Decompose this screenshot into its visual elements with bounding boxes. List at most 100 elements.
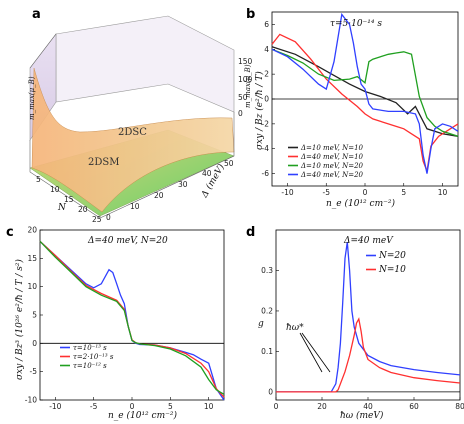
panel-a-y-tick: 20 (154, 191, 164, 200)
panel-d-y-tick-label: 0.3 (261, 266, 273, 275)
panel-b-x-tick-label: -10 (281, 188, 293, 197)
panel-a-z-ticks: 150 100 50 0 (238, 57, 253, 118)
panel-c-y-tick-label: 20 (27, 226, 37, 235)
panel-a-back-wall (55, 15, 235, 113)
panel-c-x-tick-label: 5 (168, 402, 173, 411)
panel-c-letter: c (6, 225, 14, 240)
panel-a-x-tick: 20 (78, 205, 88, 214)
panel-b-plot: -10 -5 0 5 10 -6 -4 -2 0 2 4 6 (262, 11, 459, 197)
panel-b-x-tick-label: -5 (323, 188, 331, 197)
panel-c-x-tick-label: -5 (90, 402, 98, 411)
panel-c-y-tick-label: 10 (27, 282, 37, 291)
panel-d-x-tick-label: 0 (274, 402, 279, 411)
panel-c-annotation: Δ=40 meV, N=20 (87, 236, 168, 246)
panel-a-xlabel: N (57, 203, 67, 213)
panel-b-legend-label: Δ=40 meV, N=10 (300, 153, 364, 161)
panel-d-ylabel: g (258, 319, 264, 329)
panel-c-y-tick-label: -10 (25, 396, 37, 405)
panel-b-legend-label: Δ=10 meV, N=20 (300, 162, 364, 170)
panel-b-y-tick-label: -4 (262, 144, 270, 153)
panel-c-x-tick-label: 0 (130, 402, 135, 411)
panel-a-x-tick: 25 (92, 215, 102, 224)
panel-d: d 0 20 40 60 80 0 0.1 0.2 0.3 Δ=40 meV g ħω (meV… (246, 225, 464, 421)
panel-a-box-edges (29, 112, 235, 219)
panel-c-y-tick-label: 0 (32, 339, 37, 348)
panel-c-legend: τ=10⁻¹³ sτ=2·10⁻¹³ sτ=10⁻¹² s (60, 344, 114, 370)
panel-d-arrow-1 (299, 332, 323, 373)
panel-d-series-0 (276, 242, 461, 393)
panel-a-x-ticks: 5 10 15 20 25 (36, 175, 102, 224)
panel-a-x-tick: 15 (64, 195, 74, 204)
panel-d-arrow-2 (301, 332, 331, 373)
panel-a-y-ticks: 0 10 20 30 40 50 (106, 159, 234, 222)
panel-c-y-tick-label: -5 (30, 367, 38, 376)
panel-c-ylabel: σxy / Bz³ (10²⁶ e²/ħ / T / s²) (14, 259, 25, 380)
panel-d-legend: N=20 N=10 (366, 251, 406, 275)
panel-b-series-2 (271, 48, 459, 137)
panel-b: b -10 -5 0 5 10 -6 -4 -2 0 2 4 6 τ=5·10⁻¹⁴ s σxy / … (246, 7, 459, 209)
panel-c-x-tick-label: -10 (49, 402, 61, 411)
panel-d-y-tick-label: 0.2 (261, 306, 273, 315)
panel-d-arrow-label: ħω* (286, 323, 304, 333)
panel-a-x-tick: 10 (50, 185, 60, 194)
panel-c-series-1 (39, 240, 225, 398)
panel-a-y-tick: 40 (202, 169, 212, 178)
panel-b-x-tick-label: 10 (438, 188, 448, 197)
panel-a-y-tick: 0 (106, 213, 111, 222)
panel-b-series-3 (271, 12, 459, 174)
panel-a-region-2dsm: 2DSM (88, 157, 119, 168)
panel-b-y-tick-label: -2 (262, 119, 270, 128)
panel-b-y-tick-label: -6 (262, 169, 270, 178)
panel-c-frame (39, 229, 225, 401)
panel-b-series-0 (271, 46, 459, 137)
panel-b-x-tick-label: 0 (363, 188, 368, 197)
panel-a-z-tick: 0 (238, 109, 243, 118)
panel-d-x-tick-label: 20 (317, 402, 327, 411)
panel-d-series-1 (276, 317, 461, 393)
panel-d-plot: 0 20 40 60 80 0 0.1 0.2 0.3 (261, 229, 464, 411)
panel-b-y-tick-label: 0 (264, 95, 269, 104)
panel-a-box-edge-top (29, 33, 57, 69)
panel-b-xlabel: n_e (10¹² cm⁻²) (326, 198, 395, 209)
panel-b-legend: Δ=10 meV, N=10Δ=40 meV, N=10Δ=10 meV, N=… (288, 144, 364, 179)
panel-a-y-tick: 50 (224, 159, 234, 168)
panel-a-z-tick: 100 (238, 75, 253, 84)
panel-d-x-tick-label: 60 (409, 402, 419, 411)
panel-a-letter: a (32, 7, 41, 22)
panel-c-series-2 (39, 240, 225, 395)
panel-d-y-tick-label: 0 (268, 387, 273, 396)
panel-b-annotation: τ=5·10⁻¹⁴ s (330, 19, 382, 29)
panel-d-x-tick-label: 40 (363, 402, 373, 411)
panel-a-zlabel-right: m_max(μ_B) (244, 64, 252, 108)
panel-c-plot: -10 -5 0 5 10 -10 -5 0 5 10 15 20 (25, 226, 225, 411)
panel-d-annotation: Δ=40 meV (343, 236, 394, 246)
panel-b-y-tick-label: 6 (264, 20, 269, 29)
panel-d-x-tick-label: 80 (455, 402, 464, 411)
panel-b-ylabel: σxy / Bz (e²/ħ / T) (254, 71, 265, 150)
panel-a-y-tick: 30 (178, 180, 188, 189)
panel-b-y-tick-label: 2 (264, 70, 269, 79)
panel-d-y-tick-label: 0.1 (261, 347, 273, 356)
panel-d-xlabel: ħω (meV) (340, 410, 384, 421)
panel-a-z-tick: 150 (238, 57, 253, 66)
panel-b-legend-label: Δ=10 meV, N=10 (300, 144, 364, 152)
panel-a-y-tick: 10 (130, 202, 140, 211)
panel-a-z-tick: 50 (238, 93, 248, 102)
panel-c-y-tick-label: 15 (27, 254, 37, 263)
panel-d-legend-label: N=20 (378, 251, 406, 261)
panel-c-legend-label: τ=10⁻¹² s (73, 362, 107, 370)
panel-b-legend-label: Δ=40 meV, N=20 (300, 171, 364, 179)
panel-c-x-tick-label: 10 (204, 402, 214, 411)
panel-c-xlabel: n_e (10¹² cm⁻²) (108, 410, 177, 421)
panel-a: a 2DSC 2DSM m_max(μ_B) m_max(μ_B) 150 10… (28, 7, 253, 224)
panel-b-x-tick-label: 5 (401, 188, 406, 197)
panel-b-y-tick-label: 4 (264, 45, 269, 54)
panel-a-region-2dsc: 2DSC (118, 127, 147, 138)
panel-a-zlabel-left: m_max(μ_B) (28, 76, 36, 120)
panel-d-letter: d (246, 225, 255, 240)
panel-c-y-tick-label: 5 (32, 311, 37, 320)
panel-a-x-tick: 5 (36, 175, 41, 184)
panel-c-legend-label: τ=10⁻¹³ s (73, 344, 107, 352)
